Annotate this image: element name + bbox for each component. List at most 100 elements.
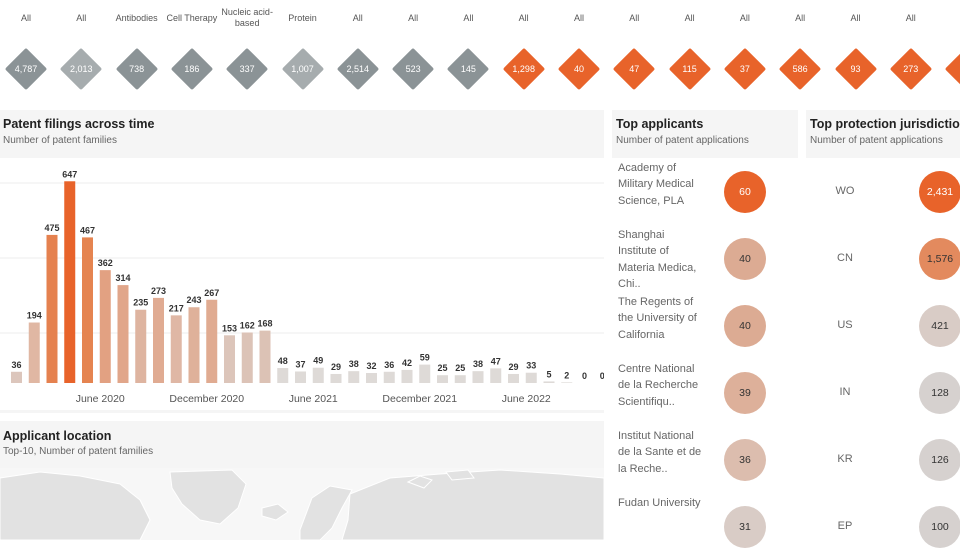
bar[interactable]: [490, 368, 502, 383]
bar[interactable]: [241, 332, 253, 383]
filter-diamond[interactable]: [944, 47, 960, 91]
jurisdiction-count-bubble[interactable]: 1,576: [919, 238, 960, 280]
location-title: Applicant location: [3, 429, 112, 443]
bar-value-label: 25: [437, 363, 447, 373]
bar[interactable]: [117, 285, 129, 383]
jurisdiction-count-bubble[interactable]: 421: [919, 305, 960, 347]
applicant-name: Centre National de la Recherche Scientif…: [618, 363, 699, 408]
x-tick-label: June 2022: [502, 393, 551, 405]
bar-value-label: 38: [473, 359, 483, 369]
world-map[interactable]: [0, 468, 604, 540]
bar[interactable]: [206, 299, 218, 383]
bar[interactable]: [135, 309, 147, 383]
x-tick-label: June 2021: [289, 393, 338, 405]
jurisdiction-count-bubble[interactable]: 126: [919, 439, 960, 481]
x-tick-label: December 2020: [169, 393, 244, 405]
bar[interactable]: [277, 368, 289, 383]
filter-value: 273: [903, 64, 919, 74]
bar[interactable]: [472, 371, 484, 383]
map-landmass-greenland: [169, 469, 247, 525]
filter-label: Cell Therapy: [166, 13, 218, 23]
bar-value-label: 273: [151, 286, 166, 296]
map-landmass-eurasia: [341, 469, 604, 540]
bar-value-label: 36: [384, 360, 394, 370]
filter-value: 145: [460, 64, 476, 74]
bar[interactable]: [11, 371, 22, 383]
bar-value-label: 153: [222, 323, 237, 333]
jurisdiction-count-bubble[interactable]: 2,431: [919, 171, 960, 213]
map-landmass-iceland: [261, 503, 289, 521]
filings-title: Patent filings across time: [3, 117, 155, 131]
bar-value-label: 0: [582, 371, 587, 381]
filter-label: All: [739, 13, 750, 23]
bar[interactable]: [312, 367, 324, 383]
applicant-name: Institut National de la Sante et de la R…: [618, 430, 702, 475]
bar-value-label: 36: [11, 360, 21, 370]
jurisdiction-code: CN: [837, 252, 853, 264]
map-landmass-north-america: [0, 471, 151, 540]
bar-value-label: 47: [491, 356, 501, 366]
filter-label: All: [629, 13, 640, 23]
applicant-count-bubble[interactable]: 31: [724, 506, 766, 548]
bar-value-label: 168: [257, 319, 272, 329]
bar-value-label: 0: [600, 371, 604, 381]
bar[interactable]: [224, 335, 235, 383]
applicant-count-bubble[interactable]: 40: [724, 305, 766, 347]
bar[interactable]: [561, 382, 573, 383]
applicant-count-bubble[interactable]: 60: [724, 171, 766, 213]
bar[interactable]: [401, 369, 413, 383]
bar[interactable]: [348, 371, 360, 383]
filter-value: 47: [629, 64, 640, 74]
filter-row: All All Antibodies Cell Therapy Nucleic acid…: [0, 0, 960, 110]
bar[interactable]: [295, 371, 306, 383]
jurisdiction-count-bubble[interactable]: 128: [919, 372, 960, 414]
filter-label: All: [408, 13, 419, 23]
bar[interactable]: [366, 373, 377, 383]
jurisdiction-count-bubble[interactable]: 100: [919, 506, 960, 548]
applicant-count-bubble[interactable]: 39: [724, 372, 766, 414]
bar-value-label: 647: [62, 169, 77, 179]
filter-value: 93: [850, 64, 861, 74]
bar[interactable]: [64, 181, 76, 383]
applicant-name: Fudan University: [618, 497, 701, 509]
bar[interactable]: [28, 322, 40, 383]
bar[interactable]: [99, 270, 111, 383]
filter-label: All: [352, 13, 363, 23]
bar[interactable]: [383, 371, 395, 383]
bar-value-label: 2: [564, 370, 569, 380]
bar[interactable]: [525, 372, 537, 383]
bar-value-label: 48: [278, 356, 288, 366]
bar[interactable]: [508, 373, 519, 383]
bar[interactable]: [419, 364, 431, 383]
filter-value: 2,514: [346, 64, 370, 74]
bar[interactable]: [153, 297, 164, 383]
bar-value-label: 49: [313, 356, 323, 366]
filter-value: 738: [129, 64, 145, 74]
x-tick-label: June 2020: [76, 393, 125, 405]
bar-value-label: 37: [295, 359, 305, 369]
bar[interactable]: [454, 375, 466, 383]
applicant-count-bubble[interactable]: 36: [724, 439, 766, 481]
jurisdictions-title: Top protection jurisdictions: [810, 117, 960, 131]
bar[interactable]: [259, 330, 271, 383]
bar-value-label: 217: [169, 303, 184, 313]
jurisdiction-code: KR: [837, 453, 853, 465]
bar-value-label: 162: [240, 320, 255, 330]
bar[interactable]: [170, 315, 182, 383]
filter-label: All: [20, 13, 31, 23]
applicant-count-bubble[interactable]: 40: [724, 238, 766, 280]
bar[interactable]: [188, 307, 200, 383]
map-landmass-scandinavia: [299, 485, 353, 540]
jurisdiction-code: US: [837, 319, 853, 331]
applicant-name: Shanghai Institute of Materia Medica, Ch…: [618, 229, 697, 290]
x-tick-label: December 2021: [382, 393, 457, 405]
filter-label: All: [573, 13, 584, 23]
bar[interactable]: [82, 237, 93, 383]
bar[interactable]: [437, 375, 448, 383]
bar[interactable]: [46, 234, 58, 383]
bar[interactable]: [543, 381, 555, 383]
bar[interactable]: [330, 373, 342, 383]
jurisdiction-code: IN: [839, 386, 851, 398]
bar-value-label: 267: [204, 288, 219, 298]
bar-value-label: 29: [331, 362, 341, 372]
